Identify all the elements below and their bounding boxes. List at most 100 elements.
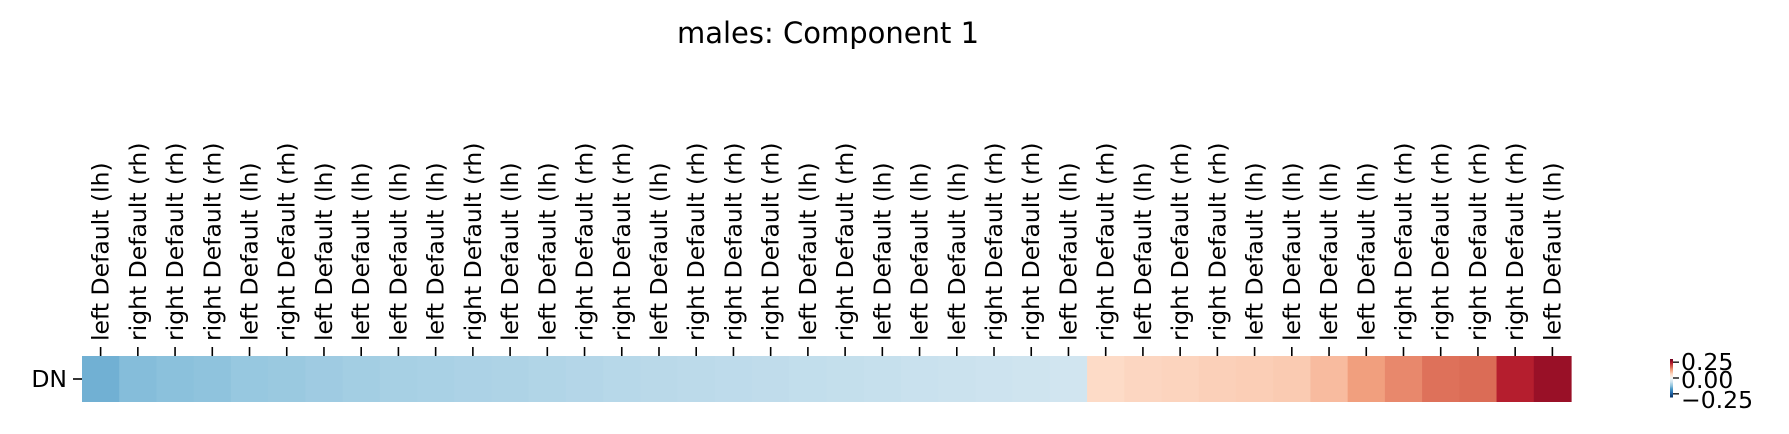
heatmap-cell xyxy=(1533,356,1572,402)
column-label: left Default (lh) xyxy=(1315,162,1343,341)
column-label: left Default (lh) xyxy=(384,162,412,341)
colorbar-segment xyxy=(1670,362,1673,365)
colorbar-segment xyxy=(1670,391,1673,394)
heatmap-cell xyxy=(1124,356,1163,402)
heatmap-cell xyxy=(1049,356,1088,402)
heatmap-cell xyxy=(193,356,232,402)
heatmap-cell xyxy=(975,356,1014,402)
colorbar-segment xyxy=(1670,366,1673,369)
column-label: right Default (rh) xyxy=(459,143,487,342)
column-label: left Default (lh) xyxy=(1241,162,1269,341)
colorbar-segment xyxy=(1670,367,1673,370)
colorbar-segment xyxy=(1670,361,1673,364)
column-label: right Default (rh) xyxy=(1017,143,1045,342)
colorbar-segment xyxy=(1670,384,1673,387)
colorbar-segment xyxy=(1670,383,1673,385)
column-label: right Default (rh) xyxy=(1501,143,1529,342)
colorbar-segment xyxy=(1670,380,1673,383)
colorbar-segment xyxy=(1670,369,1673,371)
colorbar-segment xyxy=(1670,395,1673,398)
heatmap-cell xyxy=(826,356,865,402)
column-label: right Default (rh) xyxy=(1464,143,1492,342)
chart-title: males: Component 1 xyxy=(677,16,979,50)
colorbar-segment xyxy=(1670,365,1673,368)
colorbar-segment xyxy=(1670,385,1673,388)
column-label: left Default (lh) xyxy=(794,162,822,341)
column-label: right Default (rh) xyxy=(1203,143,1231,342)
heatmap-cell xyxy=(230,356,269,402)
heatmap-cell xyxy=(752,356,790,402)
column-label: right Default (rh) xyxy=(1389,143,1417,342)
column-label: right Default (rh) xyxy=(1166,143,1194,342)
colorbar-segment xyxy=(1670,389,1673,392)
heatmap-cell xyxy=(714,356,753,402)
heatmap-cell xyxy=(900,356,939,402)
colorbar-segment xyxy=(1670,364,1673,366)
column-label: right Default (rh) xyxy=(1092,143,1120,342)
heatmap-cell xyxy=(342,356,381,402)
heatmap-cell xyxy=(603,356,641,402)
heatmap-cell xyxy=(454,356,493,402)
column-label: right Default (rh) xyxy=(831,143,859,342)
colorbar-segment xyxy=(1670,379,1673,382)
column-label: left Default (lh) xyxy=(236,162,264,341)
colorbar-segment xyxy=(1670,370,1673,373)
column-label: left Default (lh) xyxy=(1129,162,1157,341)
colorbar-segment xyxy=(1670,394,1673,397)
column-label: left Default (lh) xyxy=(533,162,561,341)
heatmap-cell xyxy=(565,356,604,402)
colorbar-segment xyxy=(1670,375,1673,378)
colorbar: 0.250.00−0.25 xyxy=(1670,348,1753,414)
heatmap-cell xyxy=(1496,356,1535,402)
heatmap-cell xyxy=(863,356,902,402)
colorbar-segment xyxy=(1670,359,1673,361)
colorbar-segment xyxy=(1670,381,1673,384)
heatmap-cell xyxy=(1012,356,1051,402)
column-label: right Default (rh) xyxy=(1427,143,1455,342)
heatmap-cell xyxy=(1161,356,1200,402)
colorbar-tick-label: 0.00 xyxy=(1681,366,1733,394)
heatmap-cell xyxy=(305,356,344,402)
column-label: left Default (lh) xyxy=(1352,162,1380,341)
column-label: left Default (lh) xyxy=(906,162,934,341)
heatmap-cell xyxy=(156,356,195,402)
column-label: left Default (lh) xyxy=(496,162,524,341)
column-label: right Default (rh) xyxy=(124,143,152,342)
colorbar-segment xyxy=(1670,388,1673,390)
heatmap-cell xyxy=(677,356,716,402)
colorbar-tick-label: 0.25 xyxy=(1681,348,1733,376)
colorbar-segment xyxy=(1670,386,1673,389)
colorbar-segment xyxy=(1670,390,1673,393)
heatmap-cell xyxy=(1273,356,1312,402)
column-label: left Default (lh) xyxy=(645,162,673,341)
column-tick-labels: left Default (lh) right Default (rh) right… xyxy=(87,143,1566,356)
column-label: left Default (lh) xyxy=(87,162,115,341)
colorbar-segment xyxy=(1670,371,1673,374)
column-label: right Default (rh) xyxy=(719,143,747,342)
heatmap-cell xyxy=(938,356,977,402)
column-label: left Default (lh) xyxy=(1054,162,1082,341)
column-label: left Default (lh) xyxy=(347,162,375,341)
column-label: right Default (rh) xyxy=(757,143,785,342)
column-label: left Default (lh) xyxy=(1538,162,1566,341)
heatmap-cell xyxy=(1235,356,1274,402)
colorbar-segment xyxy=(1670,372,1673,375)
heatmap-cells xyxy=(82,356,1572,402)
heatmap-cell xyxy=(1459,356,1498,402)
heatmap-cell xyxy=(82,356,120,402)
column-label: left Default (lh) xyxy=(1278,162,1306,341)
heatmap-cell xyxy=(789,356,828,402)
column-label: right Default (rh) xyxy=(608,143,636,342)
heatmap-cell xyxy=(1087,356,1125,402)
colorbar-segment xyxy=(1670,376,1673,379)
colorbar-segment xyxy=(1670,374,1673,376)
colorbar-tick-label: −0.25 xyxy=(1681,386,1753,414)
heatmap-cell xyxy=(417,356,455,402)
column-label: left Default (lh) xyxy=(310,162,338,341)
heatmap-cell xyxy=(1422,356,1460,402)
column-label: right Default (rh) xyxy=(980,143,1008,342)
row-tick-labels: DN xyxy=(31,365,82,393)
colorbar-segment xyxy=(1670,393,1673,395)
heatmap-cell xyxy=(119,356,158,402)
